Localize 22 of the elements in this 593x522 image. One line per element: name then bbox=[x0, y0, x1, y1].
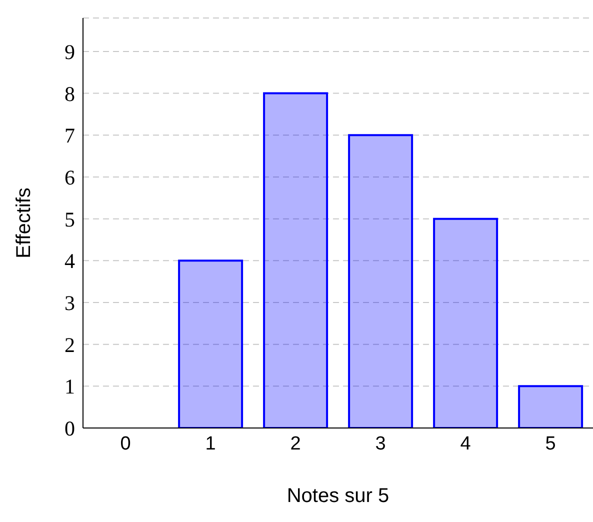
y-tick-label: 9 bbox=[64, 40, 75, 64]
x-tick-label: 5 bbox=[545, 433, 556, 454]
x-tick-label: 4 bbox=[460, 433, 472, 454]
x-tick-label: 1 bbox=[205, 433, 216, 454]
bar bbox=[263, 92, 328, 428]
y-tick-label: 2 bbox=[64, 332, 75, 357]
x-axis-title: Notes sur 5 bbox=[286, 485, 390, 508]
bar bbox=[348, 134, 414, 428]
y-axis-title: Effectifs bbox=[13, 188, 36, 258]
y-tick-label: 5 bbox=[64, 207, 75, 232]
y-tick-label: 6 bbox=[64, 165, 75, 190]
y-tick-label: 3 bbox=[64, 290, 75, 315]
y-tick-label: 4 bbox=[64, 249, 76, 274]
y-tick-label: 8 bbox=[64, 82, 75, 106]
y-tick-label: 7 bbox=[64, 124, 75, 148]
bar bbox=[518, 385, 584, 428]
x-tick-label: 0 bbox=[120, 433, 131, 454]
bar bbox=[433, 218, 498, 428]
y-tick-label: 1 bbox=[64, 374, 75, 399]
x-tick-label: 3 bbox=[375, 433, 386, 454]
bar bbox=[178, 260, 244, 428]
x-tick-label: 2 bbox=[290, 433, 301, 454]
